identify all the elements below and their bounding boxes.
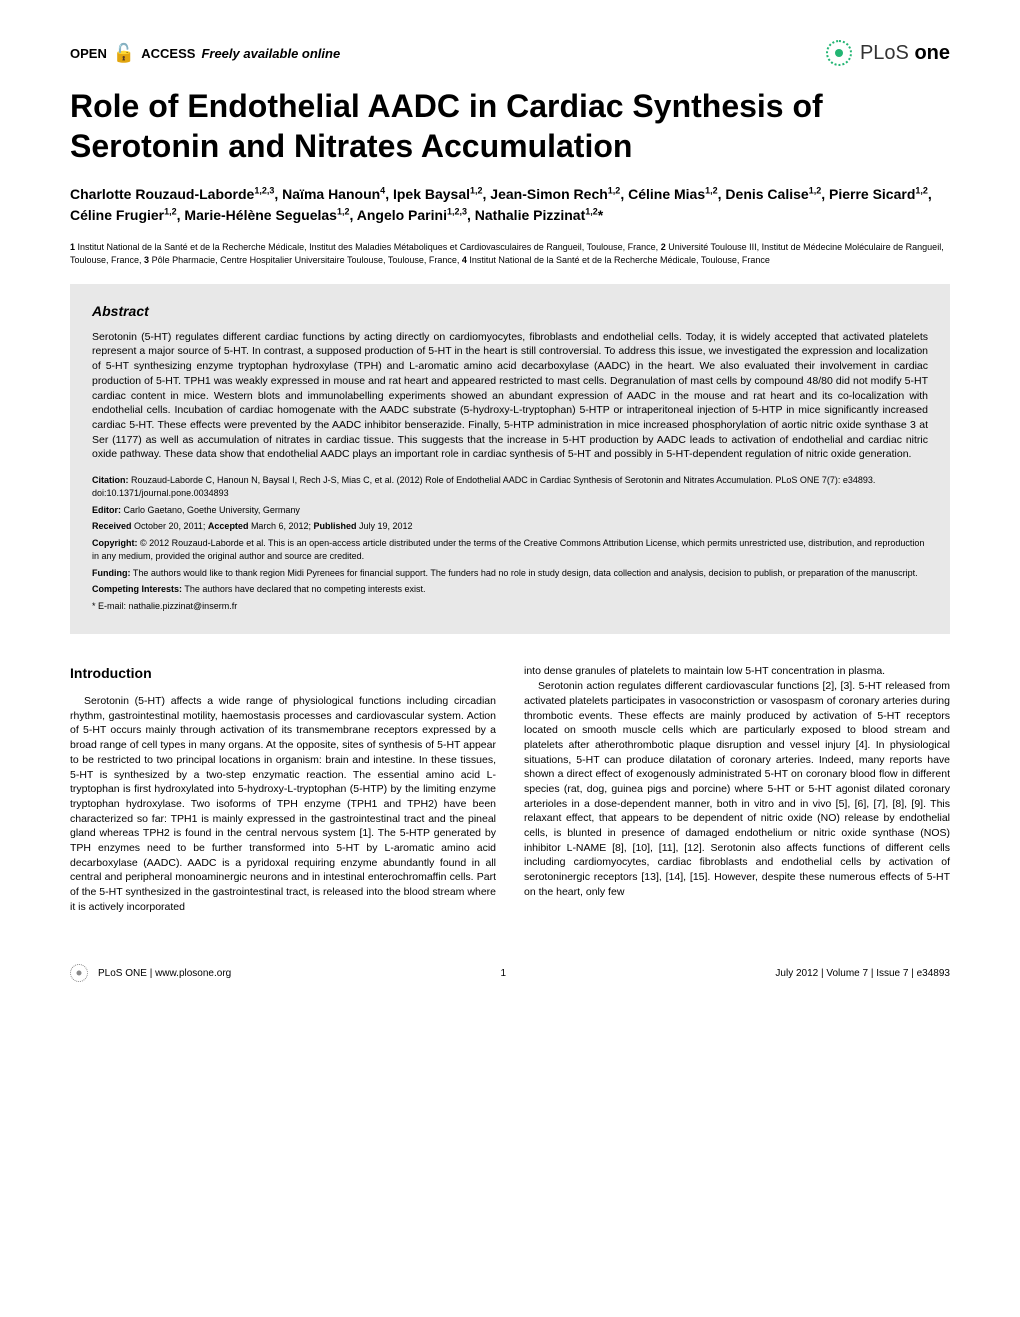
footer-right: July 2012 | Volume 7 | Issue 7 | e34893: [775, 968, 950, 979]
email-line: * E-mail: nathalie.pizzinat@inserm.fr: [92, 600, 928, 614]
plos-circle-icon: [826, 40, 852, 66]
dates-line: Received October 20, 2011; Accepted Marc…: [92, 520, 928, 534]
funding-line: Funding: The authors would like to thank…: [92, 567, 928, 581]
intro-heading: Introduction: [70, 664, 496, 684]
open-text: OPEN: [70, 46, 107, 61]
footer-plos-icon: [70, 964, 88, 982]
intro-para-1: Serotonin (5-HT) affects a wide range of…: [70, 694, 496, 914]
right-column: into dense granules of platelets to main…: [524, 664, 950, 914]
left-column: Introduction Serotonin (5-HT) affects a …: [70, 664, 496, 914]
abstract-body: Serotonin (5-HT) regulates different car…: [92, 330, 928, 462]
intro-para-cont: into dense granules of platelets to main…: [524, 664, 950, 679]
body-columns: Introduction Serotonin (5-HT) affects a …: [70, 664, 950, 914]
page-footer: PLoS ONE | www.plosone.org 1 July 2012 |…: [70, 964, 950, 982]
authors-list: Charlotte Rouzaud-Laborde1,2,3, Naïma Ha…: [70, 184, 950, 226]
copyright-line: Copyright: © 2012 Rouzaud-Laborde et al.…: [92, 537, 928, 564]
journal-logo: PLoS one: [826, 40, 950, 66]
article-title: Role of Endothelial AADC in Cardiac Synt…: [70, 86, 950, 166]
footer-journal: PLoS ONE | www.plosone.org: [98, 968, 231, 979]
intro-para-2: Serotonin action regulates different car…: [524, 679, 950, 899]
editor-line: Editor: Carlo Gaetano, Goethe University…: [92, 504, 928, 518]
abstract-box: Abstract Serotonin (5-HT) regulates diff…: [70, 284, 950, 634]
open-access-badge: OPEN 🔓 ACCESS Freely available online: [70, 43, 340, 64]
freely-text: Freely available online: [201, 46, 340, 61]
affiliations: 1 Institut National de la Santé et de la…: [70, 241, 950, 266]
journal-name: PLoS one: [860, 42, 950, 65]
footer-left: PLoS ONE | www.plosone.org: [70, 964, 231, 982]
lock-icon: 🔓: [113, 43, 135, 64]
access-text: ACCESS: [141, 46, 195, 61]
competing-line: Competing Interests: The authors have de…: [92, 583, 928, 597]
page-number: 1: [501, 968, 507, 979]
citation-line: Citation: Rouzaud-Laborde C, Hanoun N, B…: [92, 474, 928, 501]
abstract-heading: Abstract: [92, 302, 928, 322]
header-bar: OPEN 🔓 ACCESS Freely available online PL…: [70, 40, 950, 66]
